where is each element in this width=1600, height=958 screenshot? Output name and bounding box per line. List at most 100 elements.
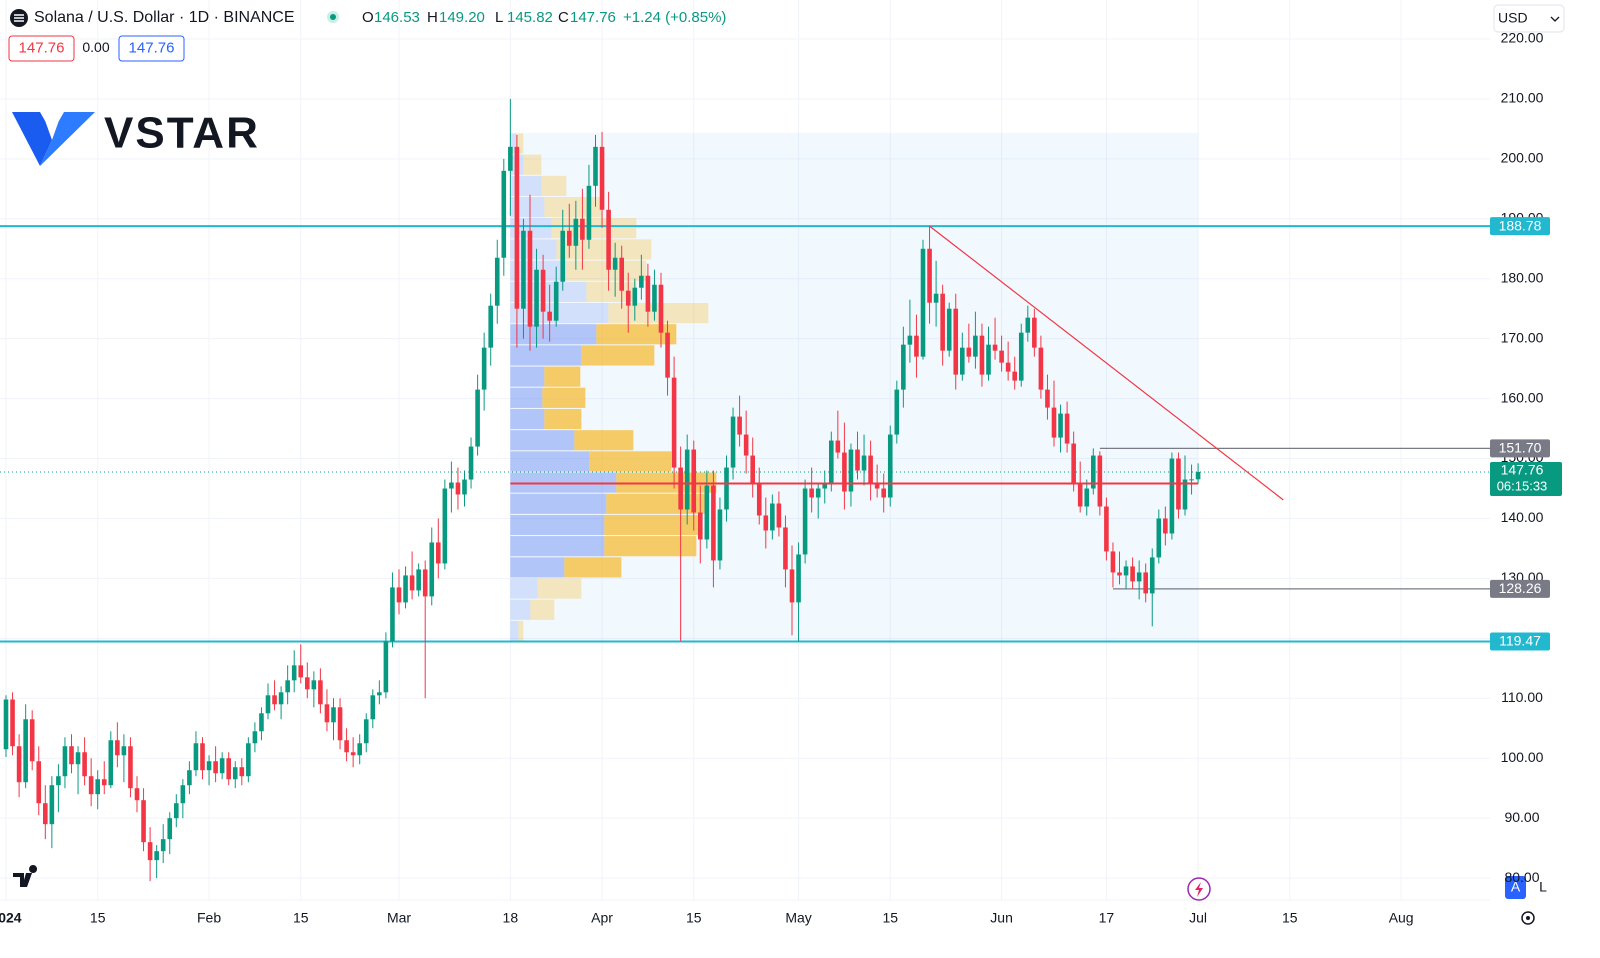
currency: USD [1498, 10, 1528, 26]
x-tick-label: Mar [387, 910, 411, 926]
log-scale-label[interactable]: L [1539, 879, 1547, 895]
candle-body [809, 488, 814, 498]
candle-body [717, 509, 723, 561]
profile-up [510, 620, 519, 642]
candle-body [874, 482, 880, 489]
candle-body [1012, 371, 1017, 381]
candle-body [658, 284, 664, 333]
candle-body [69, 746, 74, 765]
candle-body [1025, 317, 1031, 333]
candle-body [907, 335, 913, 345]
y-tick-label: 180.00 [1501, 269, 1544, 285]
candle-body [377, 692, 382, 696]
profile-down [604, 536, 697, 557]
candle-body [23, 719, 28, 783]
price-badge [1490, 579, 1550, 598]
x-tick-label: 15 [293, 910, 309, 926]
y-tick-label: 110.00 [1501, 689, 1543, 705]
candle-body [488, 305, 493, 348]
ask-box[interactable] [118, 35, 185, 62]
candle-body [1195, 471, 1201, 480]
candle-body [305, 677, 310, 690]
candle-body [265, 695, 271, 714]
x-tick-label: Jun [990, 910, 1013, 926]
candle-body [553, 281, 559, 321]
candle-body [285, 680, 290, 693]
candle-body [49, 785, 55, 825]
candle-body [75, 752, 81, 765]
price-badge [1490, 217, 1550, 236]
candle-body [946, 308, 952, 351]
profile-down [516, 133, 524, 154]
profile-up [510, 514, 605, 536]
candle-body [894, 389, 900, 435]
y-tick-label: 140.00 [1501, 509, 1544, 525]
candle-body [206, 761, 212, 771]
candle-body [141, 800, 146, 843]
candle-body [1156, 518, 1162, 558]
candle-body [88, 776, 94, 795]
candle-body [940, 293, 945, 351]
candle-body [291, 665, 297, 681]
candle-body [920, 248, 926, 357]
candle-body [567, 230, 572, 246]
candle-body [416, 569, 421, 591]
candle-body [973, 335, 978, 357]
candle-body [796, 554, 801, 603]
settings-icon[interactable] [1521, 911, 1535, 925]
candle-body [1143, 572, 1148, 594]
candle-body [311, 680, 317, 690]
candle-body [1018, 332, 1024, 381]
candle-body [534, 269, 539, 327]
profile-up [510, 345, 582, 366]
x-tick-label: Feb [197, 910, 221, 926]
y-tick-label: 90.00 [1504, 809, 1539, 825]
profile-down [574, 430, 634, 451]
candle-body [422, 569, 428, 597]
y-tick-label: 200.00 [1501, 150, 1544, 166]
candle-body [193, 743, 199, 771]
candle-body [396, 587, 402, 603]
candle-body [363, 719, 369, 744]
candle-body [914, 335, 919, 357]
auto-scale-button[interactable] [1505, 876, 1526, 899]
candle-body [527, 230, 533, 327]
logo-mark-right [40, 112, 95, 166]
candle-body [252, 731, 258, 744]
candle-body [514, 146, 520, 309]
price-badge-label: 151.70 [1499, 440, 1542, 456]
price-badge-label: 119.47 [1499, 633, 1541, 649]
candle-body [1182, 479, 1188, 510]
candle-body [743, 434, 749, 456]
candle-body [619, 257, 624, 291]
range-box [510, 132, 1199, 642]
candle-body [1136, 572, 1142, 582]
candle-body [639, 275, 644, 288]
candle-body [108, 740, 114, 786]
candle-body [331, 707, 336, 723]
profile-down [551, 218, 637, 239]
candle-body [16, 746, 22, 783]
bid-box[interactable] [8, 35, 75, 62]
profile-up [510, 493, 607, 514]
candle-body [436, 542, 441, 564]
candle-body [593, 146, 598, 186]
logo-mark-left [12, 112, 52, 166]
lightning-button[interactable] [1187, 877, 1211, 901]
currency-select[interactable] [1493, 4, 1565, 33]
x-tick-label: 15 [90, 910, 106, 926]
candle-body [1058, 413, 1063, 438]
candle-body [344, 740, 349, 753]
profile-up [510, 557, 565, 578]
spread: 0.00 [82, 39, 109, 55]
price-badge-label: 128.26 [1499, 580, 1542, 596]
candle-body [1045, 389, 1050, 408]
candle-body [986, 344, 991, 375]
candle-body [855, 449, 860, 471]
candle-body [239, 767, 245, 777]
profile-down [566, 260, 647, 281]
candle-body [1005, 362, 1011, 372]
candle-body [29, 719, 35, 762]
candle-body [101, 779, 107, 786]
